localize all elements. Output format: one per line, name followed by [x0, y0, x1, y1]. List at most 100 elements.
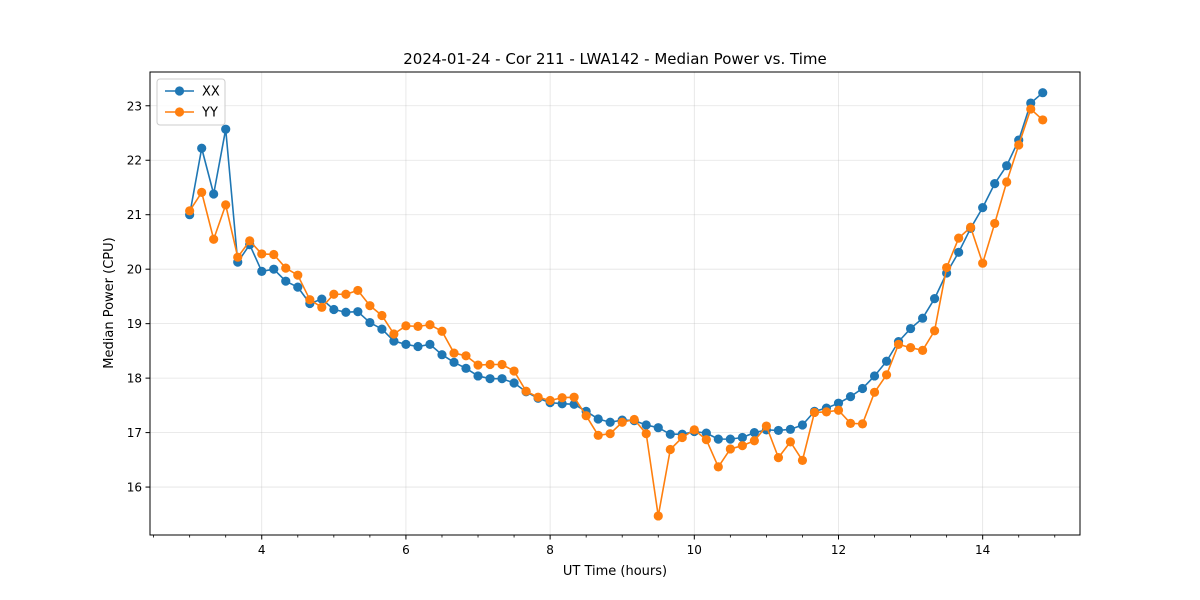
data-point-yy — [425, 320, 435, 330]
series-layer — [185, 88, 1048, 521]
data-point-yy — [761, 421, 772, 431]
data-point-xx — [341, 307, 351, 317]
data-point-xx — [221, 124, 231, 134]
data-point-xx — [365, 317, 375, 328]
data-point-yy — [545, 395, 555, 406]
data-point-yy — [918, 345, 928, 355]
data-point-xx — [954, 247, 964, 257]
data-point-yy — [929, 326, 940, 336]
grid-layer — [150, 72, 1080, 535]
data-point-yy — [641, 429, 651, 439]
data-point-yy — [869, 387, 880, 397]
data-point-xx — [293, 282, 303, 292]
data-point-yy — [677, 432, 687, 443]
data-point-yy — [857, 419, 868, 429]
data-point-yy — [617, 417, 627, 427]
data-point-xx — [449, 357, 459, 367]
y-tick-label: 22 — [127, 154, 142, 168]
data-point-xx — [425, 339, 435, 349]
data-point-yy — [569, 392, 579, 402]
data-point-xx — [929, 294, 940, 304]
data-point-yy — [413, 321, 423, 331]
data-point-xx — [269, 264, 279, 274]
data-point-xx — [497, 374, 507, 384]
data-point-yy — [990, 218, 1000, 229]
y-tick-label: 20 — [127, 263, 142, 277]
data-point-yy — [581, 411, 591, 421]
data-point-yy — [845, 418, 856, 428]
data-point-yy — [653, 511, 663, 521]
y-tick-label: 16 — [127, 481, 142, 495]
data-point-xx — [485, 374, 495, 384]
data-point-xx — [978, 203, 988, 213]
data-point-xx — [317, 294, 327, 304]
data-point-yy — [593, 430, 603, 440]
data-point-xx — [257, 266, 267, 276]
data-point-yy — [773, 453, 784, 463]
data-point-xx — [773, 425, 784, 436]
data-point-xx — [737, 432, 747, 443]
data-point-yy — [473, 360, 483, 370]
x-tick-label: 4 — [258, 543, 266, 557]
data-point-xx — [353, 307, 363, 317]
data-point-yy — [557, 393, 567, 403]
data-point-yy — [1002, 177, 1012, 187]
data-point-yy — [821, 407, 832, 417]
x-tick-label: 10 — [687, 543, 702, 557]
data-point-yy — [521, 386, 531, 396]
data-point-yy — [401, 321, 411, 331]
data-point-yy — [893, 339, 904, 349]
x-axis: 4 6 8 10 12 14 — [153, 535, 1056, 557]
data-point-xx — [473, 371, 483, 381]
data-point-yy — [461, 351, 471, 361]
data-point-yy — [978, 258, 988, 268]
y-tick-label: 23 — [127, 99, 142, 113]
data-point-yy — [533, 392, 543, 402]
data-point-xx — [509, 378, 519, 388]
data-point-xx — [905, 323, 916, 334]
data-point-xx — [329, 304, 339, 315]
data-point-yy — [497, 359, 507, 370]
legend: XX YY — [156, 78, 226, 126]
data-point-xx — [197, 143, 207, 153]
data-point-yy — [305, 295, 315, 305]
data-point-xx — [593, 414, 603, 424]
x-tick-label: 14 — [975, 543, 990, 557]
data-point-yy — [221, 200, 231, 210]
data-point-yy — [317, 302, 327, 312]
data-point-yy — [341, 289, 351, 299]
data-point-xx — [881, 356, 892, 366]
y-tick-label: 21 — [127, 208, 142, 222]
data-point-yy — [701, 435, 711, 445]
y-axis-label: Median Power (CPU) — [102, 237, 117, 368]
data-point-yy — [954, 233, 964, 243]
x-axis-label: UT Time (hours) — [563, 564, 667, 579]
data-point-xx — [665, 429, 675, 439]
x-tick-label: 8 — [546, 543, 554, 557]
data-point-yy — [245, 236, 255, 246]
data-point-xx — [389, 336, 399, 346]
legend-marker-yy — [174, 107, 185, 117]
series-yy — [185, 104, 1048, 521]
data-point-yy — [737, 441, 747, 451]
data-point-yy — [629, 414, 639, 425]
data-point-xx — [833, 398, 844, 408]
data-point-xx — [401, 339, 411, 349]
data-point-yy — [485, 359, 495, 370]
data-point-xx — [749, 428, 759, 438]
y-tick-label: 19 — [127, 317, 142, 331]
data-point-xx — [437, 350, 447, 360]
data-point-xx — [605, 417, 615, 427]
data-point-xx — [377, 324, 387, 334]
data-point-xx — [1038, 88, 1048, 98]
data-point-yy — [1038, 115, 1048, 125]
data-point-yy — [293, 270, 303, 280]
data-point-yy — [1014, 140, 1024, 150]
data-point-yy — [966, 222, 976, 232]
data-point-xx — [785, 424, 796, 434]
data-point-yy — [209, 234, 219, 244]
data-point-xx — [845, 392, 856, 402]
data-point-yy — [353, 285, 363, 296]
data-point-yy — [269, 249, 279, 260]
